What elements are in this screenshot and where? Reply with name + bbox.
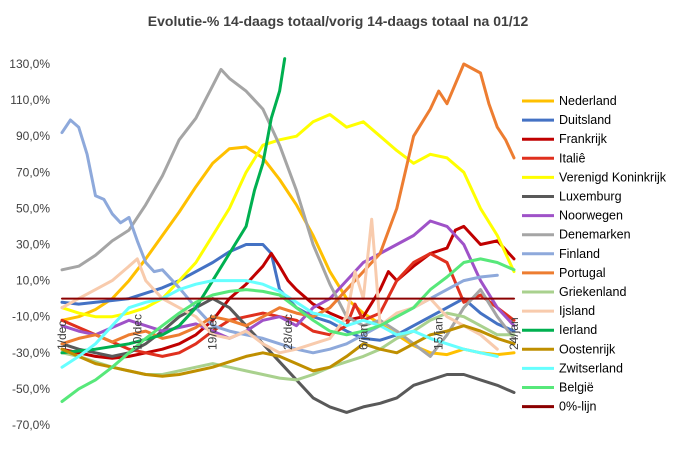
x-tick-label: 10/dec	[130, 314, 144, 350]
legend-label: Noorwegen	[559, 209, 623, 223]
y-tick-label: -50,0%	[12, 382, 50, 396]
legend-label: Finland	[559, 247, 600, 261]
legend-label: Griekenland	[559, 285, 626, 299]
x-tick-label: 24/jan	[507, 317, 521, 350]
series-line-verenigd-koninkrijk	[60, 113, 516, 319]
legend-label: Denemarken	[559, 228, 631, 242]
legend-label: Italiê	[559, 151, 585, 165]
series-line-noorwegen	[60, 219, 516, 340]
legend: Nederland Duitsland Frankrijk Italiê Verenig…	[522, 94, 667, 414]
legend-item-belgi: België	[522, 381, 594, 395]
y-tick-label: 10,0%	[16, 274, 50, 288]
plot-area	[60, 57, 516, 414]
x-tick-label: 15/jan	[432, 317, 446, 350]
legend-item-finland: Finland	[522, 247, 600, 261]
x-tick-label: 1/dec	[55, 321, 69, 350]
legend-item-zwitserland: Zwitserland	[522, 361, 623, 375]
legend-item-griekenland: Griekenland	[522, 285, 626, 299]
legend-label: Frankrijk	[559, 132, 608, 146]
legend-item-ierland: Ierland	[522, 323, 597, 337]
legend-item-nederland: Nederland	[522, 94, 617, 108]
legend-label: Ijsland	[559, 304, 595, 318]
legend-label: Nederland	[559, 94, 617, 108]
series-line-luxemburg	[60, 297, 516, 414]
y-tick-label: 130,0%	[9, 57, 50, 71]
legend-item-verenigd-koninkrijk: Verenigd Koninkrijk	[522, 170, 667, 184]
y-tick-label: 110,0%	[10, 93, 50, 107]
chart-title: Evolutie-% 14-daags totaal/vorig 14-daag…	[148, 13, 529, 29]
x-tick-label: 6/jan	[356, 324, 370, 350]
series-line-ierland	[60, 57, 287, 355]
y-tick-label: -10,0%	[12, 310, 50, 324]
legend-item-denemarken: Denemarken	[522, 228, 631, 242]
y-tick-label: 90,0%	[16, 129, 50, 143]
x-tick-label: 19/dec	[206, 314, 220, 350]
legend-item-portugal: Portugal	[522, 266, 606, 280]
y-tick-label: 50,0%	[16, 201, 50, 215]
series-line-duitsland	[60, 243, 516, 342]
y-tick-label: 70,0%	[16, 165, 50, 179]
legend-label: Zwitserland	[559, 361, 623, 375]
series-line-portugal	[60, 62, 516, 346]
series-line-oostenrijk	[60, 324, 516, 378]
y-tick-label: -70,0%	[12, 418, 50, 432]
legend-label: België	[559, 381, 594, 395]
legend-label: Ierland	[559, 323, 597, 337]
legend-item-itali: Italiê	[522, 151, 585, 165]
y-tick-label: 30,0%	[16, 238, 50, 252]
legend-label: Verenigd Koninkrijk	[559, 170, 667, 184]
legend-item-luxemburg: Luxemburg	[522, 190, 622, 204]
x-axis: 1/dec 10/dec 19/dec 28/dec 6/jan 15/jan 24/jan	[55, 314, 521, 350]
series-line-denemarken	[60, 67, 516, 358]
legend-label: Duitsland	[559, 113, 611, 127]
x-tick-label: 28/dec	[281, 314, 295, 350]
y-axis: -70,0% -50,0% -30,0% -10,0% 10,0% 30,0% 50,0% 7…	[9, 57, 50, 432]
series-line-itali	[60, 252, 516, 358]
legend-item-0-lijn: 0%-lijn	[522, 400, 597, 414]
legend-item-ijsland: Ijsland	[522, 304, 595, 318]
legend-label: Oostenrijk	[559, 342, 616, 356]
legend-item-oostenrijk: Oostenrijk	[522, 342, 616, 356]
legend-item-duitsland: Duitsland	[522, 113, 611, 127]
series-line-belgi	[60, 257, 516, 403]
legend-item-noorwegen: Noorwegen	[522, 209, 623, 223]
series-line-nederland	[60, 145, 516, 357]
legend-label: 0%-lijn	[559, 400, 597, 414]
series-line-zwitserland	[60, 279, 499, 369]
legend-item-frankrijk: Frankrijk	[522, 132, 608, 146]
legend-label: Luxemburg	[559, 190, 622, 204]
legend-label: Portugal	[559, 266, 606, 280]
y-tick-label: -30,0%	[12, 346, 50, 360]
